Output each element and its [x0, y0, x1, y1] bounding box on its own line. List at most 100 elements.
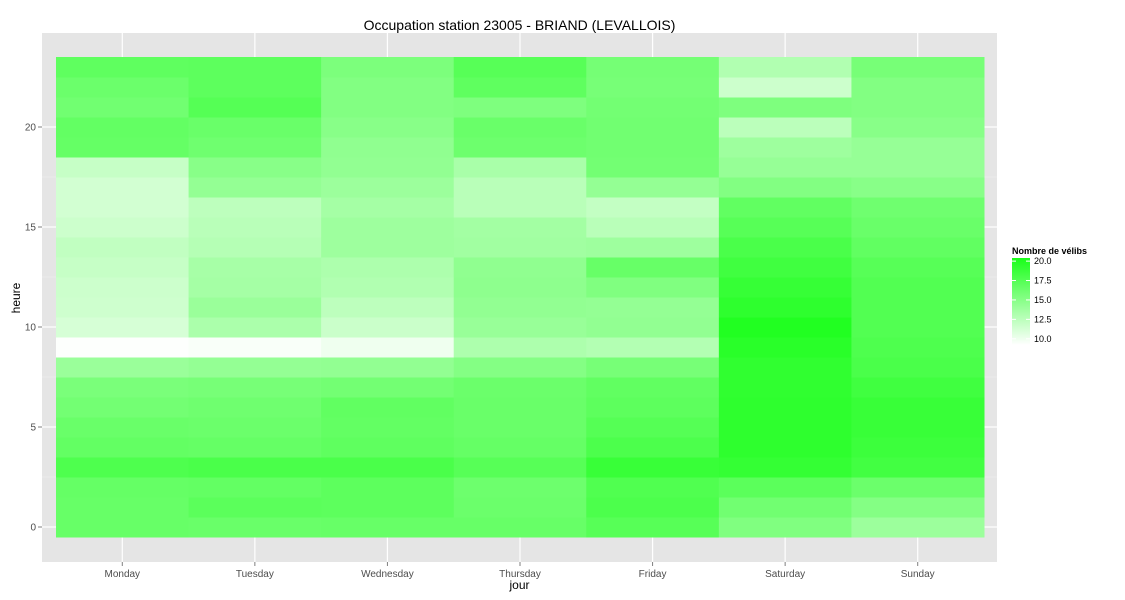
- heatmap-tile: [321, 417, 455, 438]
- heatmap-tile: [851, 97, 985, 118]
- heatmap-tile: [321, 337, 455, 358]
- heatmap-tile: [453, 77, 587, 98]
- heatmap-tile: [453, 57, 587, 78]
- heatmap-tile: [718, 297, 852, 318]
- heatmap-tile: [453, 477, 587, 498]
- heatmap-tile: [188, 437, 322, 458]
- heatmap-tile: [321, 377, 455, 398]
- x-axis-title: jour: [508, 578, 529, 592]
- heatmap-tile: [56, 197, 190, 218]
- heatmap-tile: [56, 217, 190, 238]
- heatmap-tile: [56, 137, 190, 158]
- heatmap-tile: [188, 477, 322, 498]
- heatmap-tile: [851, 437, 985, 458]
- heatmap-tile: [56, 357, 190, 378]
- heatmap-tile: [56, 377, 190, 398]
- heatmap-tile: [453, 417, 587, 438]
- heatmap-tile: [851, 197, 985, 218]
- heatmap-tile: [188, 177, 322, 198]
- heatmap-tile: [453, 497, 587, 518]
- heatmap-tile: [453, 237, 587, 258]
- heatmap-tile: [718, 357, 852, 378]
- heatmap-tile: [321, 217, 455, 238]
- heatmap-tile: [321, 57, 455, 78]
- heatmap-tile: [56, 417, 190, 438]
- heatmap-tile: [321, 197, 455, 218]
- x-tick-label: Sunday: [901, 569, 935, 580]
- heatmap-tile: [718, 237, 852, 258]
- heatmap-tile: [453, 157, 587, 178]
- legend-colorbar: [1012, 258, 1030, 345]
- heatmap-tile: [851, 257, 985, 278]
- heatmap-tile: [586, 197, 720, 218]
- heatmap-tile: [586, 457, 720, 478]
- heatmap-tile: [586, 477, 720, 498]
- heatmap-tile: [453, 317, 587, 338]
- heatmap-tile: [188, 257, 322, 278]
- heatmap-tile: [453, 437, 587, 458]
- y-axis-title: heure: [9, 282, 23, 313]
- heatmap-tile: [718, 417, 852, 438]
- heatmap-tile: [56, 277, 190, 298]
- x-axis: Monday Tuesday Wednesday Thursday Friday Satu…: [104, 562, 935, 580]
- chart-title: Occupation station 23005 - BRIAND (LEVAL…: [364, 17, 676, 33]
- heatmap-tile: [321, 477, 455, 498]
- heatmap-tile: [188, 417, 322, 438]
- heatmap-tile: [56, 157, 190, 178]
- heatmap-tile: [718, 57, 852, 78]
- heatmap-tile: [718, 97, 852, 118]
- heatmap-tile: [188, 137, 322, 158]
- heatmap-tile: [718, 517, 852, 538]
- heatmap-tile: [56, 57, 190, 78]
- x-tick-label: Tuesday: [236, 569, 274, 580]
- heatmap-tile: [188, 117, 322, 138]
- heatmap-tile: [718, 177, 852, 198]
- heatmap-tile: [321, 317, 455, 338]
- heatmap-tile: [453, 217, 587, 238]
- heatmap-tile: [586, 397, 720, 418]
- heatmap-tile: [56, 337, 190, 358]
- heatmap-tile: [586, 317, 720, 338]
- legend-label: 10.0: [1034, 334, 1052, 344]
- heatmap-tile: [321, 157, 455, 178]
- heatmap-tile: [56, 237, 190, 258]
- heatmap-tile: [586, 177, 720, 198]
- heatmap-tile: [321, 137, 455, 158]
- heatmap-tile: [851, 417, 985, 438]
- y-tick-label: 10: [25, 323, 37, 334]
- heatmap-tile: [321, 457, 455, 478]
- heatmap-tile: [321, 297, 455, 318]
- heatmap-tile: [718, 477, 852, 498]
- heatmap-tile: [321, 257, 455, 278]
- heatmap-tile: [321, 177, 455, 198]
- heatmap-tile: [453, 97, 587, 118]
- heatmap-tile: [586, 417, 720, 438]
- heatmap-tile: [56, 117, 190, 138]
- heatmap-tile: [851, 477, 985, 498]
- y-tick-label: 20: [25, 123, 37, 134]
- heatmap-tile: [718, 77, 852, 98]
- heatmap-tile: [851, 317, 985, 338]
- heatmap-tile: [851, 277, 985, 298]
- x-tick-label: Monday: [104, 569, 140, 580]
- heatmap-tile: [586, 377, 720, 398]
- heatmap-tile: [453, 457, 587, 478]
- heatmap-tile: [586, 297, 720, 318]
- heatmap-tile: [586, 77, 720, 98]
- heatmap-tile: [718, 317, 852, 338]
- heatmap-tile: [453, 397, 587, 418]
- heatmap-tile: [586, 117, 720, 138]
- heatmap-tile: [851, 377, 985, 398]
- heatmap-tile: [321, 277, 455, 298]
- legend-label: 20.0: [1034, 256, 1052, 266]
- heatmap-tile: [56, 517, 190, 538]
- heatmap-tiles: [56, 57, 985, 538]
- heatmap-tile: [586, 237, 720, 258]
- heatmap-tile: [718, 257, 852, 278]
- heatmap-tile: [321, 497, 455, 518]
- heatmap-tile: [851, 117, 985, 138]
- y-axis: 0 5 10 15 20: [25, 123, 42, 534]
- heatmap-tile: [321, 437, 455, 458]
- heatmap-tile: [851, 357, 985, 378]
- heatmap-tile: [453, 337, 587, 358]
